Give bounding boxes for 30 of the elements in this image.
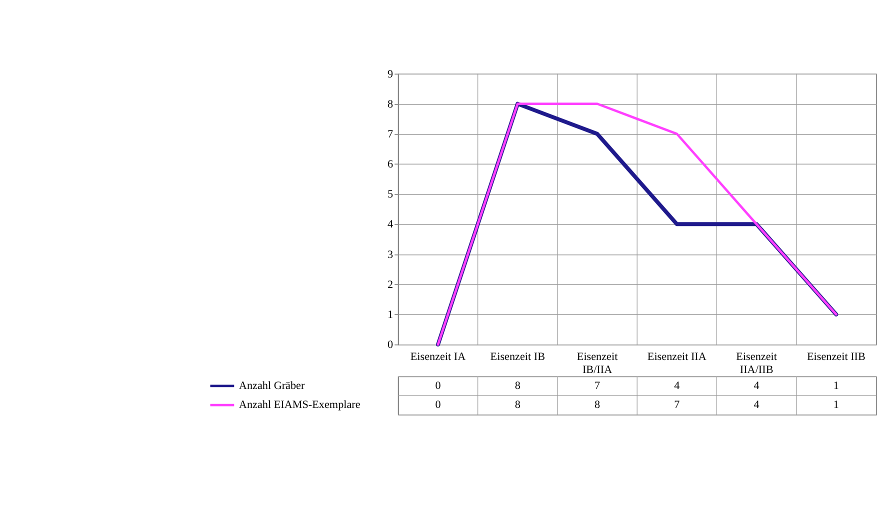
y-tick-label: 2: [387, 278, 394, 291]
data-label: 4: [754, 380, 760, 392]
data-label: 1: [833, 380, 839, 392]
x-tick-label: Eisenzeit IB/IIA: [576, 351, 619, 376]
legend-label: Anzahl EIAMS-Exemplare: [238, 399, 360, 412]
x-tick-label: Eisenzeit IB: [490, 351, 545, 364]
x-tick-label: Eisenzeit IIB: [807, 351, 866, 364]
x-tick-label: Eisenzeit IIA: [647, 351, 706, 364]
data-label: 8: [594, 399, 601, 412]
data-label: 0: [435, 380, 442, 392]
y-tick-label: 1: [387, 308, 394, 321]
y-tick-label: 7: [387, 128, 394, 140]
y-tick-label: 6: [387, 158, 394, 171]
data-label: 0: [435, 399, 442, 412]
x-tick-label: Eisenzeit IIA/IIB: [736, 351, 778, 376]
y-tick-label: 8: [387, 98, 394, 110]
data-label: 1: [833, 399, 839, 412]
y-tick-label: 0: [387, 339, 394, 352]
data-label: 4: [674, 380, 680, 392]
y-tick-label: 4: [387, 218, 394, 231]
data-label: 8: [514, 380, 521, 392]
x-tick-label: Eisenzeit IA: [410, 351, 466, 364]
y-tick-label: 3: [387, 248, 394, 261]
data-label: 7: [674, 399, 680, 412]
y-tick-label: 5: [387, 188, 394, 201]
legend-label: Anzahl Gräber: [238, 380, 305, 392]
data-label: 4: [754, 399, 760, 412]
data-label: 7: [594, 380, 601, 392]
y-tick-label: 9: [387, 68, 394, 80]
data-label: 8: [514, 399, 521, 412]
